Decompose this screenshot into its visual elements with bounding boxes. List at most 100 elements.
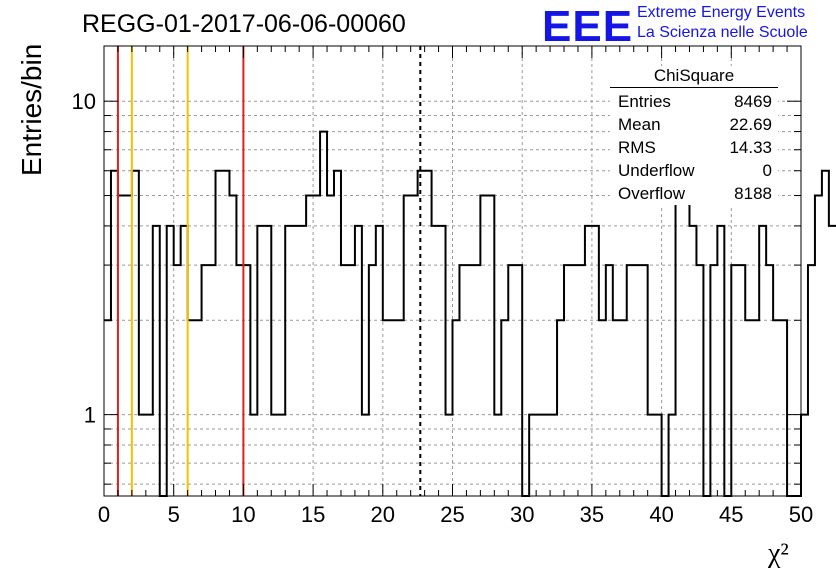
histogram-bin — [473, 265, 480, 496]
histogram-bin — [181, 226, 188, 496]
chart-title: REGG-01-2017-06-06-00060 — [82, 10, 406, 38]
histogram-bin — [459, 265, 466, 496]
y-tick-label: 10 — [72, 89, 96, 114]
histogram-bin — [425, 171, 432, 496]
histogram-bin — [327, 196, 334, 496]
histogram-bin — [355, 226, 362, 496]
histogram-bin — [320, 132, 327, 496]
stats-label: Mean — [618, 115, 661, 134]
histogram-bin — [731, 265, 738, 496]
histogram-bin — [341, 265, 348, 496]
histogram-bin — [104, 320, 111, 496]
x-tick-label: 30 — [510, 502, 534, 527]
histogram-bin — [634, 265, 641, 496]
histogram-bin — [829, 226, 836, 496]
histogram-outline — [104, 130, 836, 497]
histogram-bin — [578, 265, 585, 496]
histogram-bin — [264, 226, 271, 496]
histogram-bin — [599, 320, 606, 496]
histogram-bin — [243, 265, 250, 496]
histogram-bin — [515, 265, 522, 496]
histogram-bin — [306, 196, 313, 496]
histogram-bin — [118, 196, 125, 496]
histogram-bin — [801, 415, 808, 496]
histogram-bin — [209, 265, 216, 496]
stats-value: 0 — [762, 161, 772, 180]
x-tick-label: 40 — [649, 502, 673, 527]
x-axis-label: χ² — [768, 538, 789, 569]
logo-line-1: Extreme Energy Events — [637, 4, 806, 21]
histogram-bin — [822, 171, 829, 496]
histogram-bin — [453, 320, 460, 496]
histogram-bin — [592, 226, 599, 496]
histogram-bin — [292, 226, 299, 496]
histogram-bin — [153, 226, 160, 496]
histogram-bin — [717, 226, 724, 496]
histogram-bin — [571, 265, 578, 496]
histogram-bin — [627, 265, 634, 496]
stats-label: Entries — [618, 92, 671, 111]
histogram-bin — [508, 265, 515, 496]
stats-row-underflow: Underflow 0 — [610, 159, 778, 182]
histogram-bin — [432, 226, 439, 496]
histogram-bin — [466, 265, 473, 496]
histogram-bin — [480, 196, 487, 496]
x-tick-label: 35 — [580, 502, 604, 527]
histogram-bin — [557, 320, 564, 496]
histogram-bin — [195, 320, 202, 496]
histogram-bin — [383, 320, 390, 496]
stats-row-entries: Entries 8469 — [610, 90, 778, 113]
histogram-bin — [257, 226, 264, 496]
x-tick-label: 25 — [440, 502, 464, 527]
histogram-bin — [376, 226, 383, 496]
histogram-bin — [745, 320, 752, 496]
histogram-bin — [676, 196, 683, 496]
histogram-bin — [689, 226, 696, 496]
histogram-bin — [334, 171, 341, 496]
histogram-bin — [111, 171, 118, 496]
histogram-bin — [216, 171, 223, 496]
histogram-bin — [222, 171, 229, 496]
y-axis-label: Entries/bin — [16, 43, 47, 176]
stats-row-overflow: Overflow 8188 — [610, 182, 778, 205]
histogram-bin — [710, 265, 717, 496]
histogram-bin — [752, 320, 759, 496]
histogram-bin — [683, 196, 690, 496]
stats-value: 8188 — [734, 184, 772, 203]
histogram-bin — [369, 265, 376, 496]
histogram-bin — [229, 196, 236, 496]
histogram-bin — [613, 320, 620, 496]
stats-label: Underflow — [618, 161, 695, 180]
histogram-bin — [641, 265, 648, 496]
y-tick-label: 1 — [84, 403, 96, 428]
histogram-bin — [585, 226, 592, 496]
x-tick-label: 20 — [371, 502, 395, 527]
histogram-bin — [808, 265, 815, 496]
histogram-bin — [620, 320, 627, 496]
stats-value: 22.69 — [729, 115, 772, 134]
stats-row-rms: RMS 14.33 — [610, 136, 778, 159]
histogram-bin — [397, 320, 404, 496]
histogram-bin — [188, 320, 195, 496]
histogram-bin — [390, 320, 397, 496]
histogram-bin — [606, 265, 613, 496]
stats-label: Overflow — [618, 184, 686, 203]
histogram-bin — [411, 196, 418, 496]
histogram-bin — [780, 320, 787, 496]
histogram-bin — [299, 226, 306, 496]
histogram-bin — [501, 320, 508, 496]
stats-row-mean: Mean 22.69 — [610, 113, 778, 136]
logo-line-2: La Scienza nelle Scuole — [637, 24, 808, 41]
histogram-bin — [487, 196, 494, 496]
x-tick-label: 15 — [301, 502, 325, 527]
stats-label: RMS — [618, 138, 656, 157]
stats-value: 14.33 — [729, 138, 772, 157]
histogram-bin — [313, 196, 320, 496]
histogram-bin — [174, 265, 181, 496]
histogram-bin — [132, 171, 139, 496]
histogram-bin — [439, 226, 446, 496]
histogram-bin — [696, 265, 703, 496]
histogram-bin — [564, 265, 571, 496]
stats-title: ChiSquare — [610, 66, 778, 88]
eee-logo: EEE — [542, 2, 634, 51]
